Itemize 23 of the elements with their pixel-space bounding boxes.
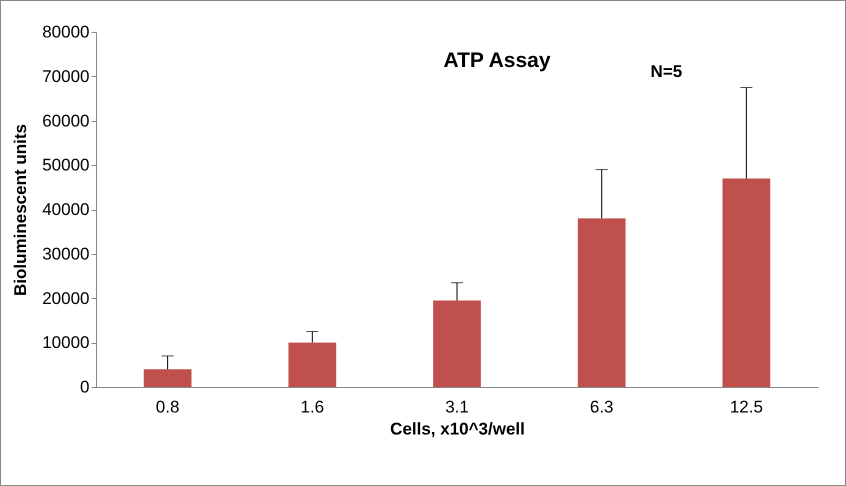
bar xyxy=(144,369,192,387)
x-tick-label: 0.8 xyxy=(156,398,180,416)
bar xyxy=(288,342,336,387)
text: ATP Assay xyxy=(444,49,551,72)
y-tick-label: 10000 xyxy=(42,333,90,352)
y-tick-label: 80000 xyxy=(42,22,90,42)
y-tick-label: 0 xyxy=(80,378,90,396)
annotation: N=5 xyxy=(650,62,682,81)
bar xyxy=(433,300,481,387)
y-tick-label: 50000 xyxy=(42,156,90,175)
y-tick-label: 40000 xyxy=(42,200,90,219)
y-axis-title: Bioluminescent units xyxy=(11,124,30,296)
x-tick-label: 1.6 xyxy=(300,398,324,416)
y-tick-label: 20000 xyxy=(42,288,90,308)
bar xyxy=(578,218,626,387)
y-tick-label: 60000 xyxy=(42,111,90,130)
x-tick-label: 3.1 xyxy=(445,398,469,416)
y-tick-label: 70000 xyxy=(42,66,90,86)
x-tick-label: 12.5 xyxy=(730,398,763,416)
x-axis-title: Cells, x10^3/well xyxy=(390,420,525,438)
x-tick-label: 6.3 xyxy=(590,398,614,416)
bar xyxy=(722,178,770,387)
y-tick-label: 30000 xyxy=(42,244,90,264)
